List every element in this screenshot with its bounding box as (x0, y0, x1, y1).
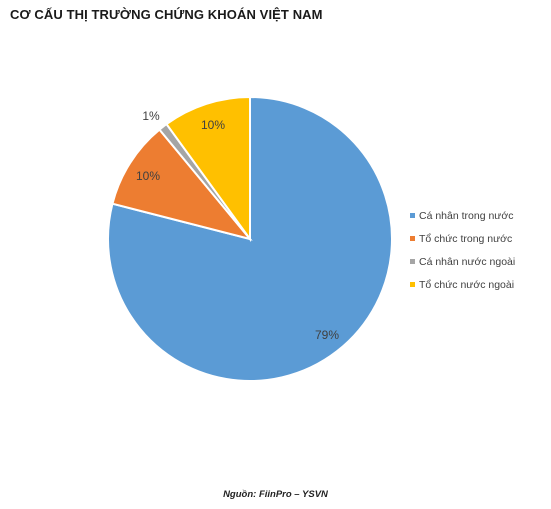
legend-label-ca-nhan-trong-nuoc: Cá nhân trong nước (419, 210, 513, 222)
pie-data-labels: 79% 10% 1% 10% (136, 109, 339, 342)
legend-swatch-to-chuc-nuoc-ngoai (410, 282, 415, 287)
legend-swatch-ca-nhan-nuoc-ngoai (410, 259, 415, 264)
pie-slice-to-chuc-nuoc-ngoai (165, 95, 251, 243)
chart-legend: Cá nhân trong nước Tổ chức trong nước Cá n… (410, 210, 515, 291)
data-label-to-chuc-trong-nuoc: 10% (136, 169, 160, 183)
legend-item-to-chuc-nuoc-ngoai: Tổ chức nước ngoài (410, 279, 514, 291)
legend-label-ca-nhan-nuoc-ngoai: Cá nhân nước ngoài (419, 256, 515, 268)
legend-item-ca-nhan-nuoc-ngoai: Cá nhân nước ngoài (410, 256, 515, 268)
legend-item-to-chuc-trong-nuoc: Tổ chức trong nước (410, 233, 512, 245)
legend-label-to-chuc-nuoc-ngoai: Tổ chức nước ngoài (419, 279, 514, 291)
source-note: Nguồn: FiinPro – YSVN (223, 489, 328, 500)
data-label-to-chuc-nuoc-ngoai: 10% (201, 118, 225, 132)
legend-swatch-to-chuc-trong-nuoc (410, 236, 415, 241)
data-label-ca-nhan-nuoc-ngoai: 1% (142, 109, 160, 123)
data-label-ca-nhan-trong-nuoc: 79% (315, 328, 339, 342)
legend-swatch-ca-nhan-trong-nuoc (410, 213, 415, 218)
legend-label-to-chuc-trong-nuoc: Tổ chức trong nước (419, 233, 512, 245)
pie-slices (107, 95, 393, 382)
pie-slice-to-chuc-trong-nuoc (111, 128, 253, 241)
legend-item-ca-nhan-trong-nuoc: Cá nhân trong nước (410, 210, 513, 222)
chart-title: CƠ CẤU THỊ TRƯỜNG CHỨNG KHOÁN VIỆT NAM (10, 7, 323, 22)
